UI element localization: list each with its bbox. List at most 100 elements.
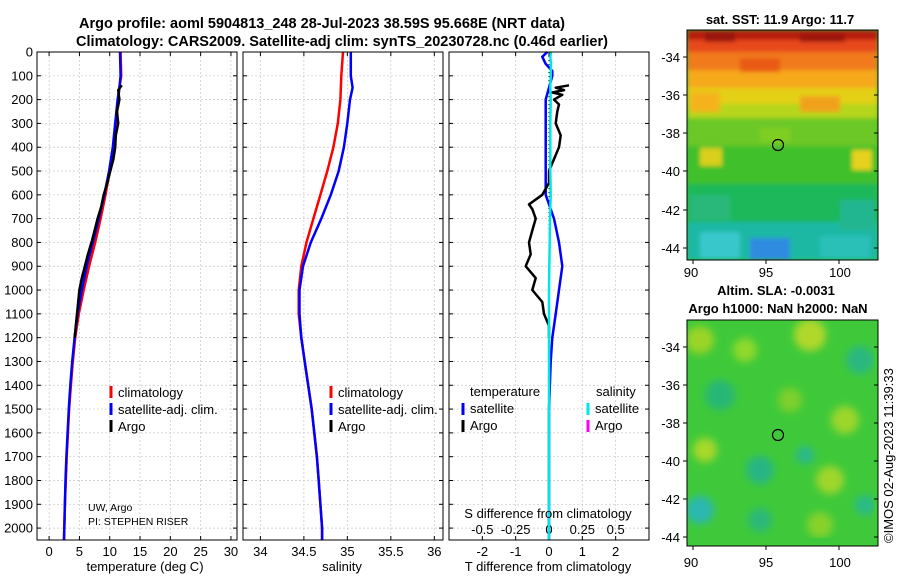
sst-xtick: 90 — [684, 265, 698, 280]
x-tick-label: 25 — [193, 544, 207, 559]
y-tick-label: 1100 — [5, 306, 33, 321]
legend-label-satellite-adj: satellite-adj. clim. — [118, 402, 218, 417]
annotation-pi: PI: STEPHEN RISER — [88, 516, 189, 528]
legend-label-climatology: climatology — [118, 385, 184, 400]
sla-ytick: -40 — [661, 454, 680, 469]
y-tick-label: 1000 — [4, 283, 33, 298]
argo-location-marker — [771, 138, 785, 152]
sla-xtick: 100 — [829, 555, 851, 570]
y-tick-label: 100 — [11, 68, 33, 83]
sla-map-axes: -34 -36 -38 -40 -42 -44 90 95 100 — [661, 340, 878, 570]
series-line-argo-temperature — [524, 84, 570, 338]
sla-map-title-line-1: Altim. SLA: -0.0031 — [717, 283, 835, 298]
y-tick-label: 1600 — [4, 425, 33, 440]
legend-label-satellite-temperature: satellite — [470, 401, 514, 416]
x-tick-label: 20 — [163, 544, 177, 559]
legend-title-salinity: salinity — [596, 384, 636, 399]
top-x-tick-label: 0.5 — [607, 522, 625, 537]
sla-ytick: -36 — [661, 378, 680, 393]
difference-profile-panel: -2 -1 0 1 2-0.5 -0.25 0 0.25 0.5 — [448, 51, 650, 559]
x-tick-label: 1 — [579, 544, 586, 559]
x-tick-label: 30 — [224, 544, 238, 559]
legend-label-climatology: climatology — [338, 385, 404, 400]
legend-label-satellite-salinity: satellite — [595, 401, 639, 416]
sst-ytick: -44 — [661, 241, 680, 256]
sst-ytick: -40 — [661, 164, 680, 179]
salinity-profile-panel: 34 34.5 35 35.5 36 — [242, 51, 444, 559]
x-tick-label: 34 — [253, 544, 267, 559]
sst-ytick: -42 — [661, 203, 680, 218]
y-tick-label: 0 — [26, 45, 33, 60]
title-line-1: Argo profile: aoml 5904813_248 28-Jul-20… — [79, 16, 565, 32]
y-tick-label: 1900 — [4, 497, 33, 512]
t-difference-x-label: T difference from climatology — [465, 559, 632, 574]
sla-ytick: -44 — [661, 530, 680, 545]
plot-frame — [36, 51, 238, 541]
sla-ytick: -34 — [661, 340, 680, 355]
y-tick-label: 1700 — [4, 449, 33, 464]
x-tick-label: 5 — [76, 544, 83, 559]
series-line-satellite-salinity — [547, 51, 553, 540]
sst-map-image — [687, 30, 878, 260]
legend-label-satellite-adj: satellite-adj. clim. — [338, 402, 438, 417]
legend-label-argo-temperature: Argo — [470, 418, 497, 433]
y-tick-label: 700 — [11, 211, 33, 226]
legend-label-argo: Argo — [338, 419, 365, 434]
plot-area — [243, 52, 443, 540]
sst-map-axes: -34 -36 -38 -40 -42 -44 90 95 100 — [661, 50, 878, 280]
sla-ytick: -42 — [661, 492, 680, 507]
y-tick-label: 600 — [11, 187, 33, 202]
sst-ytick: -34 — [661, 50, 680, 65]
s-difference-x-label: S difference from climatology — [464, 506, 632, 521]
legend-label-argo: Argo — [118, 419, 145, 434]
sst-xtick: 95 — [759, 265, 773, 280]
plot-area — [37, 52, 237, 540]
title-line-2: Climatology: CARS2009. Satellite-adj cli… — [76, 34, 608, 50]
series-line-satellite-adj-clim- — [298, 52, 354, 540]
x-tick-label: 10 — [102, 544, 116, 559]
annotation-institution: UW, Argo — [88, 502, 133, 514]
x-tick-label: 35.5 — [378, 544, 403, 559]
temperature-profile-panel: 0100200300400500600700800900100011001200… — [4, 45, 238, 560]
x-tick-label: 0 — [545, 544, 552, 559]
imos-timestamp: ©IMOS 02-Aug-2023 11:39:33 — [881, 368, 896, 543]
x-tick-label: -2 — [477, 544, 489, 559]
legend-title-temperature: temperature — [470, 384, 540, 399]
series-line-satellite-adj-clim- — [62, 51, 122, 541]
top-x-tick-label: 0.25 — [570, 522, 595, 537]
y-tick-label: 2000 — [4, 521, 33, 536]
sst-xtick: 100 — [829, 265, 851, 280]
y-tick-label: 200 — [11, 92, 33, 107]
x-tick-label: 35 — [340, 544, 354, 559]
sla-xtick: 95 — [759, 555, 773, 570]
y-tick-label: 400 — [11, 140, 33, 155]
sla-map-title-line-2: Argo h1000: NaN h2000: NaN — [688, 301, 867, 316]
y-tick-label: 1400 — [4, 378, 33, 393]
legend-label-argo-salinity: Argo — [595, 418, 622, 433]
top-x-tick-label: -0.5 — [471, 522, 493, 537]
y-tick-label: 500 — [11, 164, 33, 179]
sst-map-title: sat. SST: 11.9 Argo: 11.7 — [706, 12, 854, 27]
y-tick-label: 1500 — [4, 402, 33, 417]
y-tick-label: 800 — [11, 235, 33, 250]
temperature-x-label: temperature (deg C) — [86, 559, 203, 574]
salinity-x-label: salinity — [322, 559, 362, 574]
argo-location-marker — [771, 428, 785, 442]
sst-ytick: -38 — [661, 126, 680, 141]
plot-frame — [448, 51, 650, 541]
y-tick-label: 1200 — [4, 330, 33, 345]
sla-xtick: 90 — [684, 555, 698, 570]
x-tick-label: 2 — [612, 544, 619, 559]
sst-ytick: -36 — [661, 88, 680, 103]
x-tick-label: 15 — [133, 544, 147, 559]
y-tick-label: 900 — [11, 259, 33, 274]
y-tick-label: 300 — [11, 116, 33, 131]
x-tick-label: 36 — [427, 544, 441, 559]
plot-frame — [242, 51, 444, 541]
sla-ytick: -38 — [661, 416, 680, 431]
x-tick-label: 0 — [46, 544, 53, 559]
series-line-argo — [73, 84, 123, 338]
y-tick-label: 1300 — [4, 354, 33, 369]
sla-map-image — [687, 320, 878, 546]
